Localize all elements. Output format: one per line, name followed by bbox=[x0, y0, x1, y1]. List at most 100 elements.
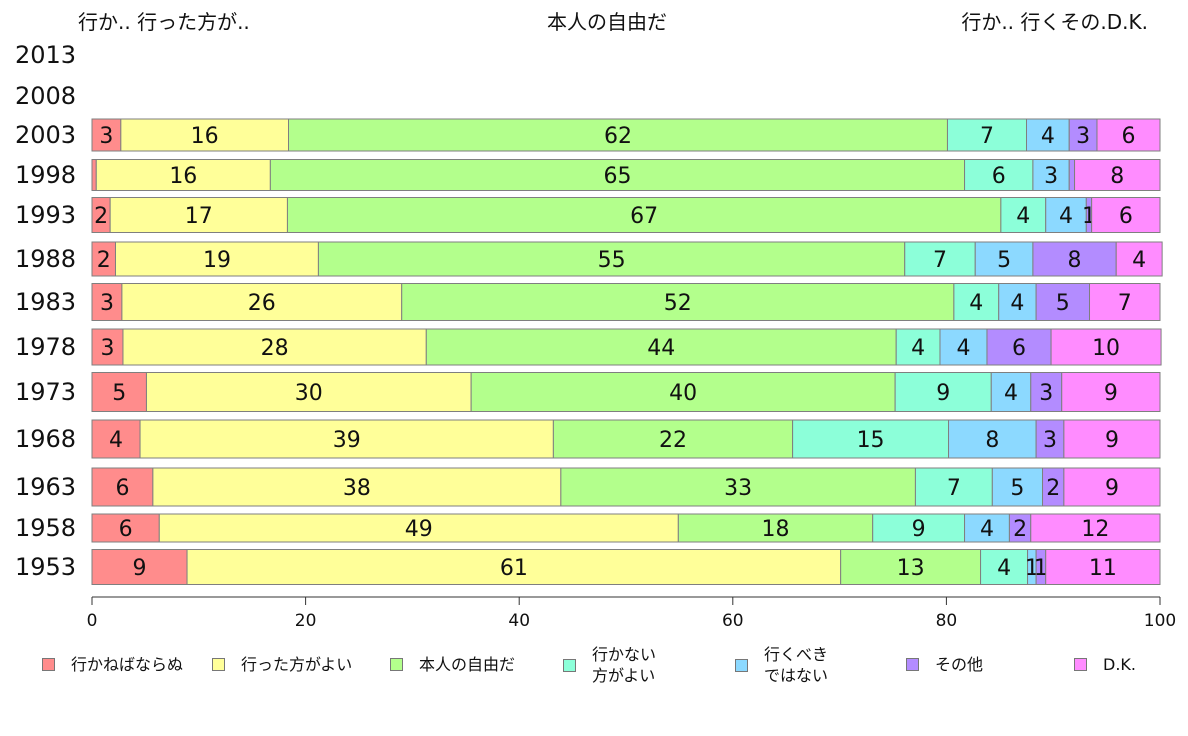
bar-segment bbox=[1068, 159, 1076, 191]
bar-segment bbox=[964, 159, 1034, 191]
data-label: 12 bbox=[1081, 517, 1109, 542]
data-label: 3 bbox=[99, 124, 113, 149]
data-label: 7 bbox=[980, 124, 994, 149]
bar-segment bbox=[792, 419, 950, 459]
bar-segment bbox=[121, 283, 403, 321]
data-label: 3 bbox=[1076, 124, 1090, 149]
legend-swatch bbox=[390, 658, 403, 671]
bar-segment bbox=[872, 513, 966, 543]
bar-segment bbox=[895, 328, 941, 366]
legend-item: 行くべき ではない bbox=[735, 644, 828, 686]
data-label: 6 bbox=[115, 476, 129, 501]
data-label: 61 bbox=[500, 556, 528, 581]
data-label: 4 bbox=[980, 517, 994, 542]
bar-segment bbox=[91, 283, 123, 321]
legend-label: 行った方がよい bbox=[241, 655, 353, 674]
category-label: 1953 bbox=[15, 553, 76, 581]
data-label: 4 bbox=[997, 556, 1011, 581]
bar-segment bbox=[991, 467, 1044, 507]
category-label: 1993 bbox=[15, 201, 76, 229]
x-tick-label: 100 bbox=[1144, 611, 1176, 631]
data-label: 3 bbox=[100, 336, 114, 361]
header-left-label: 行か.. 行った方が.. bbox=[78, 10, 250, 34]
data-label: 5 bbox=[112, 381, 126, 406]
x-tick-label: 40 bbox=[508, 611, 530, 631]
data-label: 7 bbox=[933, 248, 947, 273]
x-tick-label: 0 bbox=[87, 611, 98, 631]
category-label: 1968 bbox=[15, 425, 76, 453]
chart-legend: 行かねばならぬ 行った方がよい 本人の自由だ 行かない 方がよい 行くべき ではない その… bbox=[0, 640, 1188, 730]
data-label: 49 bbox=[405, 517, 433, 542]
data-label: 5 bbox=[1010, 476, 1024, 501]
data-label: 1 bbox=[1025, 556, 1039, 581]
data-label: 4 bbox=[1016, 204, 1030, 229]
data-label: 6 bbox=[1121, 124, 1135, 149]
bar-segment bbox=[91, 419, 141, 459]
category-label: 1978 bbox=[15, 333, 76, 361]
bar-segment bbox=[998, 283, 1037, 321]
data-label: 17 bbox=[185, 204, 213, 229]
data-label: 4 bbox=[1132, 248, 1146, 273]
data-label: 10 bbox=[1092, 336, 1120, 361]
data-label: 15 bbox=[857, 428, 885, 453]
data-label: 6 bbox=[1012, 336, 1026, 361]
legend-item: その他 bbox=[906, 654, 983, 675]
data-label: 11 bbox=[1089, 556, 1117, 581]
bar-segment bbox=[91, 328, 124, 366]
legend-label: その他 bbox=[935, 655, 984, 674]
bar-segment bbox=[1063, 467, 1161, 507]
bar-segment bbox=[946, 118, 1028, 152]
bar-segment bbox=[425, 328, 897, 366]
data-label: 4 bbox=[911, 336, 925, 361]
data-label: 2 bbox=[1013, 517, 1027, 542]
bar-segment bbox=[1091, 197, 1161, 233]
data-label: 2 bbox=[1046, 476, 1060, 501]
data-label: 13 bbox=[897, 556, 925, 581]
bar-segment bbox=[914, 467, 993, 507]
legend-swatch bbox=[42, 658, 55, 671]
data-label: 4 bbox=[1004, 381, 1018, 406]
data-label: 38 bbox=[343, 476, 371, 501]
bar-segment bbox=[269, 159, 966, 191]
bar-segment bbox=[186, 549, 842, 585]
bar-segment bbox=[1061, 372, 1161, 412]
data-label: 6 bbox=[119, 517, 133, 542]
bar-segment bbox=[980, 549, 1029, 585]
bar-segment bbox=[1000, 197, 1047, 233]
data-label: 28 bbox=[261, 336, 289, 361]
legend-swatch bbox=[906, 658, 919, 671]
data-label: 8 bbox=[1068, 248, 1082, 273]
data-label: 4 bbox=[1010, 291, 1024, 316]
bar-segment bbox=[286, 197, 1002, 233]
data-label: 16 bbox=[169, 164, 197, 189]
data-label: 4 bbox=[956, 336, 970, 361]
data-label: 67 bbox=[630, 204, 658, 229]
data-label: 9 bbox=[912, 517, 926, 542]
bar-segment bbox=[91, 159, 97, 191]
bar-segment bbox=[986, 328, 1052, 366]
legend-item: 行った方がよい bbox=[212, 654, 352, 675]
bar-segment bbox=[317, 241, 906, 277]
bar-segment bbox=[1045, 549, 1161, 585]
legend-swatch bbox=[563, 658, 576, 672]
data-label: 9 bbox=[1104, 381, 1118, 406]
x-tick-label: 20 bbox=[295, 611, 317, 631]
bar-segment bbox=[122, 328, 427, 366]
data-label: 22 bbox=[659, 428, 687, 453]
data-label: 3 bbox=[1043, 428, 1057, 453]
legend-swatch bbox=[735, 658, 748, 672]
data-label: 4 bbox=[109, 428, 123, 453]
category-label: 2003 bbox=[15, 121, 76, 149]
bar-segment bbox=[1115, 241, 1163, 277]
bar-segment bbox=[904, 241, 976, 277]
data-label: 16 bbox=[191, 124, 219, 149]
legend-item: 行かない 方がよい bbox=[563, 644, 656, 686]
data-label: 1 bbox=[1034, 556, 1048, 581]
data-label: 55 bbox=[598, 248, 626, 273]
data-label: 4 bbox=[1041, 124, 1055, 149]
category-label: 2008 bbox=[15, 82, 76, 110]
bar-segment bbox=[1032, 241, 1117, 277]
bar-segment bbox=[1063, 419, 1161, 459]
x-tick-label: 80 bbox=[936, 611, 958, 631]
bar-segment bbox=[1035, 283, 1091, 321]
